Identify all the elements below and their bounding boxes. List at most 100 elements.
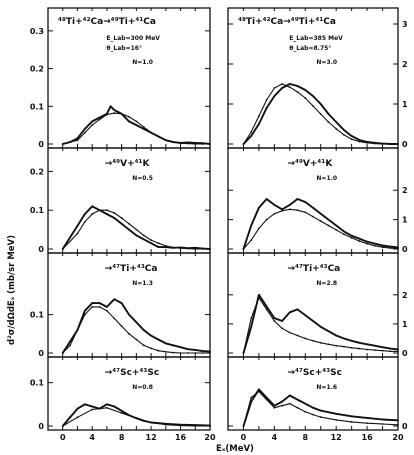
experiment-data-point	[350, 234, 353, 237]
experiment-data-point	[265, 305, 268, 308]
experiment-data-point	[296, 198, 299, 200]
calculation-data-point	[389, 247, 392, 250]
calculation-data-point	[120, 412, 123, 414]
calculation-data-point	[397, 143, 399, 145]
beam-energy: E_Lab=385 MeV	[289, 35, 343, 42]
experiment-data-point	[381, 418, 384, 421]
calculated-spectrum-line	[242, 390, 399, 427]
calculation-data-point	[142, 234, 145, 237]
experiment-data-point	[288, 311, 291, 314]
calculation-data-point	[150, 239, 152, 241]
calculation-data-point	[265, 218, 268, 221]
reaction-title: →⁴⁷Sc+⁴³Sc	[288, 368, 342, 378]
calculation-data-point	[150, 347, 152, 350]
calculation-data-point	[358, 240, 361, 242]
experiment-data-point	[98, 116, 101, 119]
calculation-data-point	[296, 91, 299, 93]
experiment-data-point	[209, 350, 211, 353]
calculation-data-point	[157, 349, 160, 352]
calculation-data-point	[113, 212, 116, 214]
calculation-data-point	[335, 419, 338, 421]
calculation-data-point	[319, 416, 322, 418]
calculation-data-point	[296, 334, 299, 337]
calculation-data-point	[201, 352, 204, 354]
experiment-data-point	[366, 343, 368, 346]
calculation-data-point	[83, 131, 86, 134]
calculation-data-point	[250, 396, 253, 399]
calculation-data-point	[358, 347, 361, 350]
normalization: N=2.8	[316, 280, 337, 287]
experiment-data-point	[142, 238, 145, 241]
experiment-data-point	[76, 137, 79, 140]
experiment-data-point	[296, 85, 299, 87]
experiment-data-point	[187, 348, 189, 351]
experiment-data-point	[179, 346, 182, 349]
calculation-data-point	[106, 209, 108, 212]
experiment-data-point	[312, 406, 314, 409]
experiment-data-point	[373, 344, 376, 347]
experiment-data-point	[304, 314, 307, 317]
calculation-data-point	[281, 404, 283, 407]
calculation-data-point	[106, 309, 108, 312]
y-tick-label: 2	[402, 60, 408, 69]
panel-left-1: 0.3 0.2 0.1 0 ⁴⁸Ti+⁴²Ca→⁴⁹Ti+⁴¹Ca E_Lab=300 M…	[30, 7, 211, 149]
reaction-title: →⁴⁹V+⁴¹K	[105, 159, 151, 169]
calculation-data-point	[142, 344, 145, 347]
reaction-title: ⁴⁸Ti+⁴²Ca→⁴⁹Ti+⁴¹Ca	[238, 17, 336, 27]
experiment-data-point	[304, 201, 307, 203]
calculated-spectrum-line	[62, 112, 210, 145]
calculation-data-point	[335, 344, 338, 347]
calculation-data-point	[172, 141, 175, 144]
experiment-data-point	[113, 217, 116, 219]
y-tick-label: 0.1	[30, 379, 45, 388]
experiment-data-point	[343, 230, 345, 233]
calculation-data-point	[327, 121, 330, 123]
x-tick-label: 4	[272, 433, 278, 442]
y-tick-label: 0.1	[30, 206, 45, 215]
experiment-data-point	[83, 128, 86, 130]
experiment-data-point	[327, 113, 330, 115]
panel-left-3: 0.1 0 →⁴⁷Ti+⁴³Ca N=1.3	[30, 252, 211, 358]
experiment-data-point	[281, 400, 283, 403]
calculation-data-point	[265, 99, 268, 101]
experiment-data-point	[319, 103, 322, 105]
lab-angle: θ_Lab=8.75°	[289, 45, 331, 52]
experiment-data-point	[335, 334, 338, 337]
calculation-data-point	[389, 350, 392, 353]
calculation-data-point	[91, 213, 94, 215]
calculation-data-point	[350, 346, 353, 349]
y-tick-label: 0	[402, 349, 408, 358]
calculation-data-point	[61, 425, 64, 427]
normalization: N=1.3	[132, 280, 153, 287]
experiment-data-point	[281, 320, 283, 322]
experimental-spectrum-line	[61, 205, 211, 250]
calculation-data-point	[281, 209, 283, 212]
calculation-data-point	[120, 112, 123, 115]
experiment-data-point	[288, 204, 291, 206]
normalization: N=1.0	[132, 59, 153, 66]
experiment-data-point	[397, 348, 399, 351]
calculation-data-point	[312, 339, 314, 342]
experiment-data-point	[312, 206, 314, 209]
calculation-data-point	[135, 228, 138, 231]
normalization: N=1.6	[316, 384, 337, 391]
experimental-spectrum-line	[61, 298, 211, 354]
experiment-data-point	[273, 95, 276, 97]
experiment-data-point	[91, 405, 94, 408]
calculation-data-point	[76, 329, 79, 331]
experiment-data-point	[281, 208, 283, 211]
experiment-data-point	[389, 347, 392, 350]
experiment-data-point	[296, 398, 299, 401]
normalization: N=0.5	[132, 175, 153, 182]
experiment-data-point	[265, 396, 268, 399]
calculation-data-point	[288, 208, 291, 211]
calculation-data-point	[389, 143, 392, 145]
experiment-data-point	[76, 407, 79, 410]
experiment-data-point	[265, 198, 268, 200]
experiment-data-point	[366, 416, 368, 419]
calculation-data-point	[76, 416, 79, 419]
experiment-data-point	[343, 337, 345, 340]
experiment-data-point	[117, 111, 119, 113]
experiment-data-point	[98, 302, 101, 304]
calculation-data-point	[76, 139, 79, 142]
